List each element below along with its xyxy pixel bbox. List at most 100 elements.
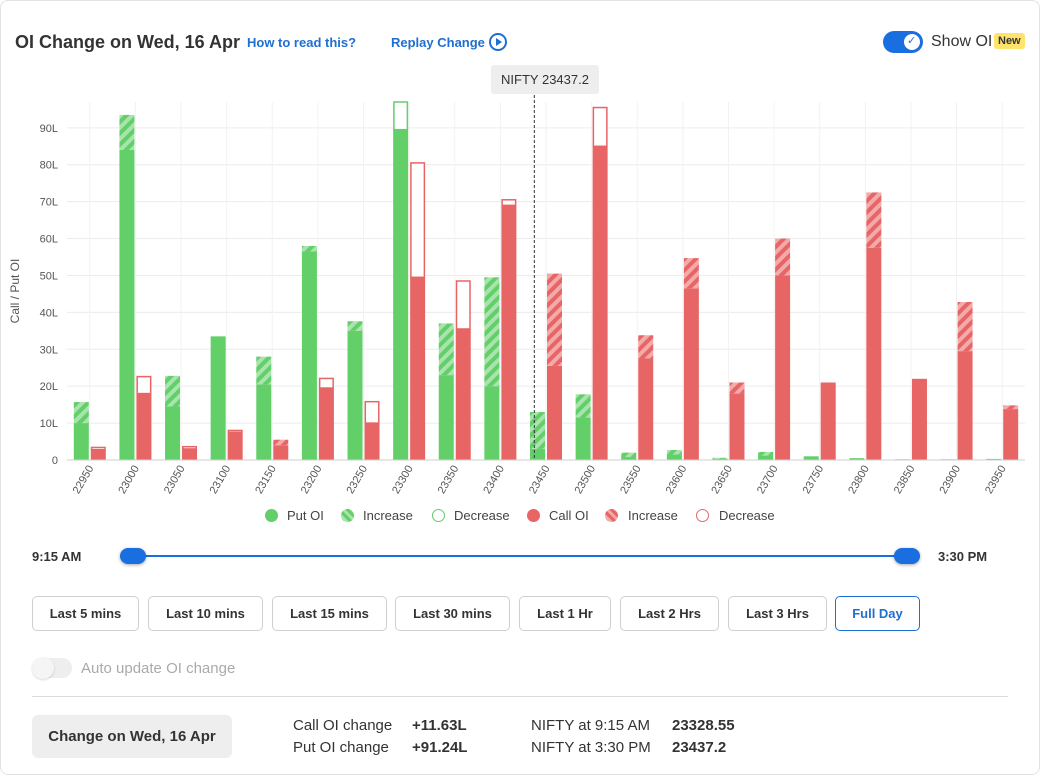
call-oi-bar	[547, 365, 562, 460]
last-1-hr-button[interactable]: Last 1 Hr	[519, 596, 611, 631]
last-2-hrs-button[interactable]: Last 2 Hrs	[620, 596, 719, 631]
y-tick-label: 20L	[40, 381, 58, 393]
y-tick-label: 40L	[40, 307, 58, 319]
legend-put-increase-swatch	[341, 509, 354, 522]
nifty-open-label: NIFTY at 9:15 AM	[531, 717, 650, 734]
time-slider-track[interactable]	[131, 555, 909, 557]
call-oi-bar	[911, 378, 927, 460]
x-tick-label: 22950	[71, 464, 97, 496]
call-oi-increase-bar	[957, 302, 973, 352]
call-oi-bar	[729, 393, 745, 460]
x-tick-label: 23650	[709, 464, 735, 496]
put-oi-bar	[301, 251, 317, 460]
replay-change-link[interactable]: Replay Change	[391, 35, 485, 50]
call-oi-bar	[318, 388, 334, 460]
put-oi-bar	[530, 448, 545, 460]
call-oi-bar	[136, 393, 152, 460]
change-on-date-button[interactable]: Change on Wed, 16 Apr	[32, 715, 232, 758]
put-oi-bar	[849, 458, 865, 460]
legend-call-oi: Call OI	[549, 508, 589, 523]
put-oi-bar	[438, 375, 454, 460]
x-tick-label: 23350	[436, 464, 462, 496]
y-tick-label: 80L	[40, 160, 58, 172]
call-oi-bar	[820, 382, 836, 460]
put-oi-increase-bar	[530, 412, 545, 449]
call-oi-decrease-bar	[136, 375, 152, 395]
x-tick-label: 23050	[162, 464, 188, 496]
call-oi-increase-bar	[683, 258, 699, 289]
show-oi-toggle[interactable]	[883, 31, 923, 53]
call-oi-bar	[957, 351, 973, 460]
x-tick-label: 23400	[481, 464, 507, 496]
put-oi-bar	[119, 149, 135, 461]
last-5-mins-button[interactable]: Last 5 mins	[32, 596, 139, 631]
put-oi-increase-bar	[119, 114, 135, 150]
x-tick-label: 23800	[846, 464, 872, 496]
slider-start-label: 9:15 AM	[32, 549, 82, 564]
auto-update-toggle[interactable]	[32, 657, 72, 679]
call-oi-decrease-bar	[592, 106, 608, 148]
y-tick-label: 10L	[40, 418, 58, 430]
put-oi-increase-bar	[165, 375, 181, 407]
x-tick-label: 23100	[208, 464, 234, 496]
put-oi-increase-bar	[438, 323, 454, 376]
legend-call-increase: Increase	[628, 508, 678, 523]
legend-call-decrease: Decrease	[719, 508, 775, 523]
put-oi-change-value: +91.24L	[412, 739, 468, 756]
call-oi-bar	[90, 449, 106, 460]
y-axis-label: Call / Put OI	[8, 259, 22, 324]
x-tick-label: 23950	[983, 464, 1009, 496]
call-oi-change-value: +11.63L	[412, 717, 467, 734]
y-tick-label: 30L	[40, 344, 58, 356]
last-10-mins-button[interactable]: Last 10 mins	[148, 596, 263, 631]
put-oi-increase-bar	[712, 457, 728, 459]
slider-end-handle[interactable]	[894, 548, 920, 564]
legend-put-decrease-swatch	[432, 509, 445, 522]
call-oi-decrease-bar	[455, 280, 471, 330]
call-oi-bar	[592, 146, 608, 460]
auto-update-label: Auto update OI change	[81, 660, 236, 677]
put-oi-bar	[73, 423, 89, 460]
put-oi-bar	[758, 455, 774, 460]
nifty-close-value: 23437.2	[672, 739, 727, 756]
put-oi-bar	[256, 384, 272, 460]
put-oi-bar	[165, 406, 181, 460]
call-oi-bar	[364, 423, 380, 460]
legend-put-decrease: Decrease	[454, 508, 510, 523]
x-tick-label: 23000	[116, 464, 142, 496]
y-tick-label: 90L	[40, 123, 58, 135]
call-oi-increase-bar	[1003, 405, 1019, 410]
spot-price-tag: NIFTY 23437.2	[491, 65, 599, 94]
call-oi-increase-bar	[273, 439, 289, 446]
put-oi-increase-bar	[256, 356, 272, 385]
nifty-open-value: 23328.55	[672, 717, 735, 734]
x-tick-label: 23300	[390, 464, 416, 496]
last-30-mins-button[interactable]: Last 30 mins	[395, 596, 510, 631]
x-tick-label: 23150	[253, 464, 279, 496]
call-oi-decrease-bar	[501, 199, 517, 207]
legend-call-increase-swatch	[605, 509, 618, 522]
play-circle-icon[interactable]	[489, 33, 507, 51]
last-15-mins-button[interactable]: Last 15 mins	[272, 596, 387, 631]
put-oi-bar	[347, 330, 363, 460]
call-oi-change-label: Call OI change	[293, 717, 393, 734]
call-oi-decrease-bar	[227, 429, 243, 434]
call-oi-bar	[273, 445, 289, 460]
nifty-close-label: NIFTY at 3:30 PM	[531, 739, 651, 756]
last-3-hrs-button[interactable]: Last 3 Hrs	[728, 596, 827, 631]
put-oi-bar	[712, 458, 728, 460]
call-oi-bar	[1003, 409, 1019, 460]
call-oi-increase-bar	[638, 335, 654, 359]
call-oi-bar	[410, 277, 426, 460]
put-oi-bar	[803, 456, 819, 460]
call-oi-increase-bar	[775, 238, 791, 276]
call-oi-decrease-bar	[364, 400, 380, 424]
call-oi-increase-bar	[547, 273, 562, 366]
slider-start-handle[interactable]	[120, 548, 146, 564]
how-to-read-link[interactable]: How to read this?	[247, 35, 357, 50]
legend-put-oi-swatch	[265, 509, 278, 522]
x-tick-label: 23250	[344, 464, 370, 496]
full-day-button[interactable]: Full Day	[835, 596, 920, 631]
y-tick-label: 60L	[40, 234, 58, 246]
